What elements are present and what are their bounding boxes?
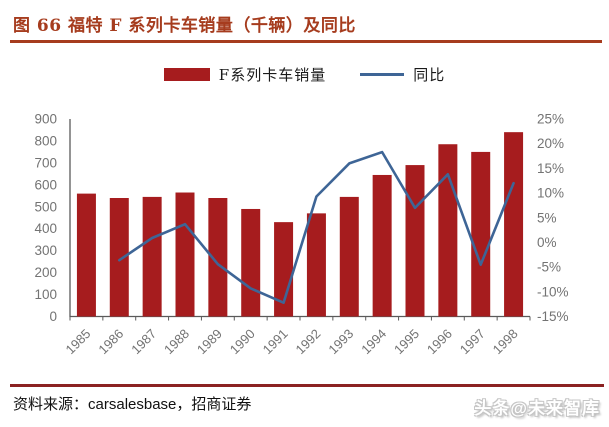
left-axis-tick-label: 100 xyxy=(34,287,57,302)
legend-yoy-label: 同比 xyxy=(413,66,446,84)
bar-1994 xyxy=(372,174,392,317)
right-axis-tick-label: 5% xyxy=(537,210,557,225)
axis-lines xyxy=(69,119,530,318)
right-axis-tick-label: -5% xyxy=(537,260,561,275)
legend-item-sales: F系列卡车销量 xyxy=(163,64,327,85)
right-axis-tick-label: 20% xyxy=(537,136,564,151)
x-axis-year-label: 1996 xyxy=(424,326,455,357)
x-axis-year-label: 1997 xyxy=(457,326,488,357)
x-axis-year-label: 1987 xyxy=(128,326,159,357)
right-axis-tick-label: -10% xyxy=(537,284,569,299)
bar-1989 xyxy=(208,198,228,317)
legend-sales-label: F系列卡车销量 xyxy=(218,66,327,84)
legend-item-yoy: 同比 xyxy=(360,64,445,85)
bar-1987 xyxy=(142,196,162,317)
x-axis-year-label: 1995 xyxy=(391,326,422,357)
bar-1998 xyxy=(504,132,524,317)
left-axis-tick-label: 200 xyxy=(34,265,57,280)
x-axis-year-label: 1993 xyxy=(325,326,356,357)
source-name: carsalesbase xyxy=(88,396,177,413)
x-axis-year-label: 1990 xyxy=(227,326,258,357)
bar-1990 xyxy=(241,208,261,317)
left-axis-tick-label: 900 xyxy=(34,112,57,127)
x-axis-year-label: 1989 xyxy=(194,326,225,357)
left-axis-tick-label: 800 xyxy=(34,133,57,148)
yoy-line-swatch-icon xyxy=(360,72,405,77)
source-suffix: ，招商证券 xyxy=(176,395,252,413)
x-axis-year-label: 1994 xyxy=(358,326,389,357)
title-underline xyxy=(10,40,602,43)
x-axis-year-label: 1986 xyxy=(95,326,126,357)
toutiao-watermark: 头条@未来智库 xyxy=(474,399,600,418)
left-axis-tick-label: 300 xyxy=(34,243,57,258)
x-axis-year-label: 1988 xyxy=(161,326,192,357)
source-prefix: 资料来源： xyxy=(13,395,89,413)
bar-1997 xyxy=(471,151,491,317)
right-axis-tick-label: 0% xyxy=(537,235,557,250)
sales-bar-swatch-icon xyxy=(163,68,210,81)
right-axis-tick-label: 10% xyxy=(537,186,564,201)
x-axis-year-label: 1998 xyxy=(490,326,521,357)
chart-legend: F系列卡车销量 同比 xyxy=(0,64,609,85)
left-axis-tick-label: 400 xyxy=(34,221,57,236)
left-axis-tick-label: 500 xyxy=(34,199,57,214)
bar-1996 xyxy=(438,144,458,317)
left-axis-tick-label: 0 xyxy=(49,309,57,324)
bar-1995 xyxy=(405,165,425,317)
yoy-line xyxy=(117,150,515,304)
right-axis-tick-label: -15% xyxy=(537,309,569,324)
sales-chart-svg: 0 100 200 300 400 500 600 700 800 900 -15% -10% -5% 0… xyxy=(34,112,569,358)
source-note: 资料来源：carsalesbase，招商证券 xyxy=(13,393,251,414)
bar-1992 xyxy=(306,213,326,317)
x-axis-year-label: 1992 xyxy=(292,326,323,357)
bar-1991 xyxy=(274,222,294,317)
bar-1985 xyxy=(76,193,96,317)
footer-divider xyxy=(10,384,604,387)
bar-1988 xyxy=(175,192,195,317)
figure-title: 图 66 福特 F 系列卡车销量（千辆）及同比 xyxy=(13,16,356,36)
x-axis-year-label: 1985 xyxy=(62,326,93,357)
x-axis-year-label: 1991 xyxy=(260,326,291,357)
bar-1993 xyxy=(339,196,359,317)
bar-1986 xyxy=(109,198,129,317)
x-axis-ticks xyxy=(69,316,531,321)
right-axis-tick-label: 25% xyxy=(537,112,564,127)
right-axis-tick-label: 15% xyxy=(537,161,564,176)
left-axis-tick-label: 700 xyxy=(34,155,57,170)
left-axis-tick-label: 600 xyxy=(34,177,57,192)
